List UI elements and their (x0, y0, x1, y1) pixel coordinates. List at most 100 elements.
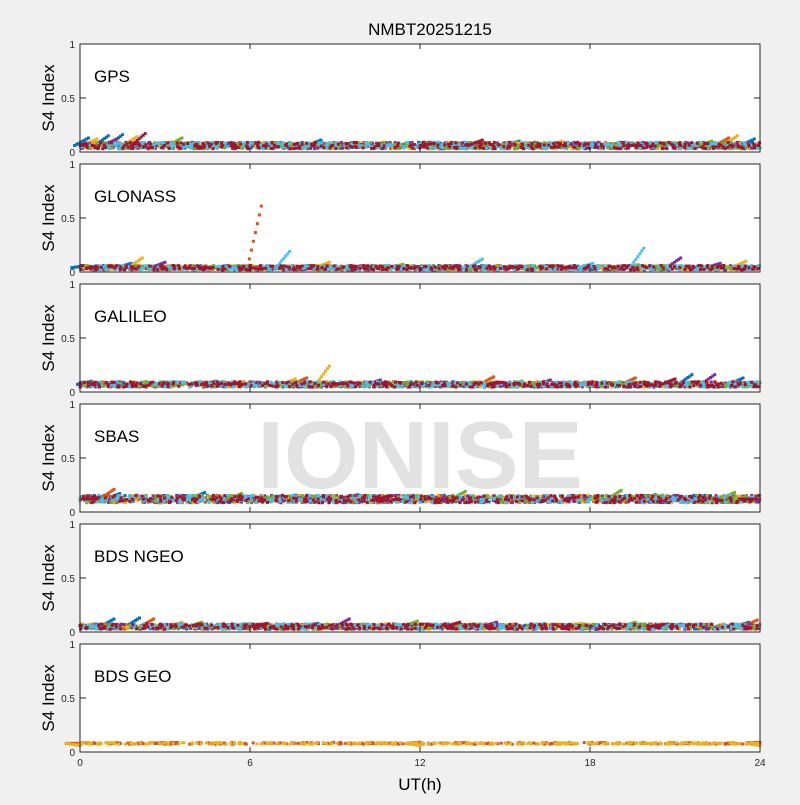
data-point (259, 264, 262, 267)
data-point (753, 138, 756, 141)
data-point (207, 142, 210, 145)
data-point (107, 134, 110, 137)
data-point (124, 266, 127, 269)
data-point (727, 137, 730, 140)
data-point (390, 265, 393, 268)
data-point (196, 146, 199, 149)
data-point (366, 141, 369, 144)
data-point (110, 141, 113, 144)
data-point (309, 147, 312, 150)
data-point (129, 141, 132, 144)
data-point (622, 268, 625, 271)
data-point (228, 268, 231, 271)
data-point (720, 266, 723, 269)
data-point (137, 266, 140, 269)
data-point (351, 146, 354, 149)
data-point (632, 261, 635, 264)
data-point (548, 141, 551, 144)
data-point (618, 143, 621, 146)
data-point (703, 143, 706, 146)
data-point (699, 268, 702, 271)
data-point (149, 268, 152, 271)
data-point (182, 143, 185, 146)
data-point (706, 264, 709, 267)
data-point (406, 141, 409, 144)
data-point (267, 268, 270, 271)
data-point (396, 145, 399, 148)
data-point (222, 265, 225, 268)
data-point (95, 265, 98, 268)
data-point (481, 139, 484, 142)
data-point (199, 146, 202, 149)
plot-area (80, 44, 760, 152)
data-point (576, 141, 579, 144)
data-point (526, 268, 529, 271)
data-point (441, 146, 444, 149)
data-point (162, 147, 165, 150)
plot-area (80, 164, 760, 272)
data-point (551, 265, 554, 268)
data-point (547, 144, 550, 147)
data-point (228, 265, 231, 268)
data-point (314, 142, 317, 145)
data-point (616, 147, 619, 150)
data-point (246, 141, 249, 144)
data-point (473, 268, 476, 271)
data-point (679, 144, 682, 147)
data-point (248, 257, 251, 260)
data-point (567, 141, 570, 144)
data-point (454, 141, 457, 144)
data-point (381, 268, 384, 271)
data-point (556, 142, 559, 145)
data-point (709, 268, 712, 271)
data-point (649, 145, 652, 148)
data-point (246, 147, 249, 150)
data-point (622, 144, 625, 147)
data-point (254, 267, 257, 270)
data-point (240, 146, 243, 149)
data-point (743, 141, 746, 144)
data-point (282, 268, 285, 271)
data-point (301, 143, 304, 146)
data-point (345, 142, 348, 145)
data-point (171, 142, 174, 145)
data-point (706, 142, 709, 145)
data-point (669, 265, 672, 268)
data-point (596, 146, 599, 149)
data-point (679, 147, 682, 150)
data-point (660, 141, 663, 144)
data-point (711, 146, 714, 149)
data-point (396, 268, 399, 271)
data-point (660, 264, 663, 267)
data-point (591, 262, 594, 265)
data-point (527, 144, 530, 147)
data-point (361, 146, 364, 149)
data-point (521, 143, 524, 146)
data-point (636, 255, 639, 258)
data-point (642, 247, 645, 250)
data-point (115, 264, 118, 267)
data-point (153, 266, 156, 269)
data-point (744, 260, 747, 263)
data-point (180, 141, 183, 144)
data-point (472, 265, 475, 268)
data-point (289, 147, 292, 150)
y-tick-label: 1 (69, 40, 75, 51)
data-point (640, 250, 643, 253)
data-point (672, 144, 675, 147)
data-point (91, 144, 94, 147)
data-point (736, 144, 739, 147)
data-point (610, 144, 613, 147)
data-point (448, 267, 451, 270)
data-point (545, 268, 548, 271)
data-point (142, 267, 145, 270)
data-point (462, 267, 465, 270)
data-point (337, 143, 340, 146)
data-point (502, 145, 505, 148)
data-point (742, 146, 745, 149)
data-point (602, 264, 605, 267)
data-point (284, 144, 287, 147)
data-point (554, 145, 557, 148)
data-point (277, 142, 280, 145)
data-point (217, 268, 220, 271)
